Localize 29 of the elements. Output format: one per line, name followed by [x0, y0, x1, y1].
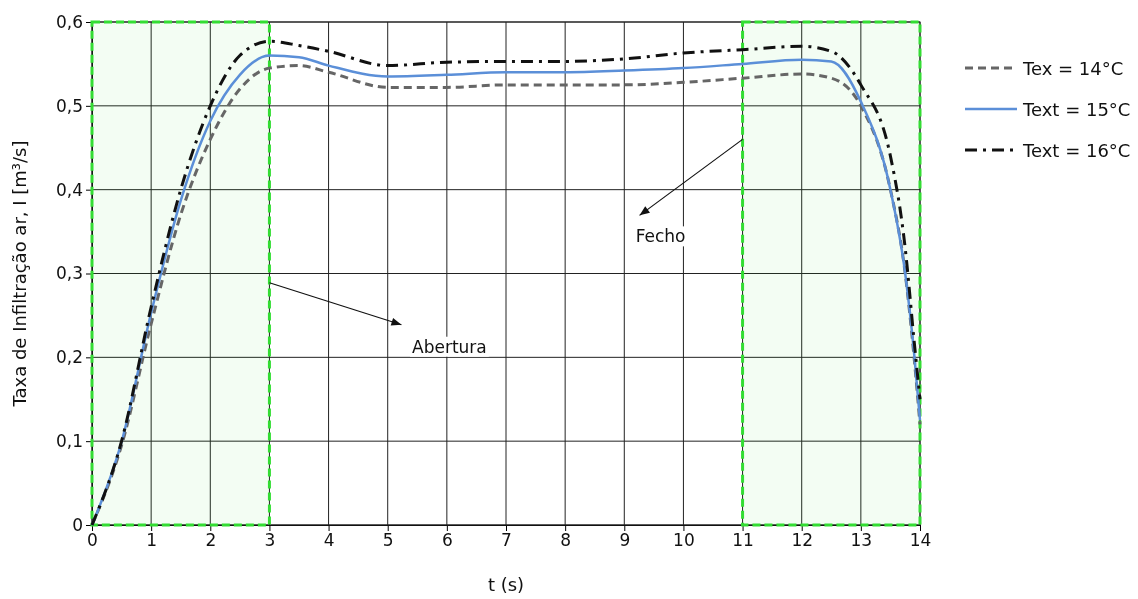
x-tick-label: 14: [909, 530, 932, 551]
y-tick-label: 0,5: [55, 95, 83, 116]
x-tick-label: 13: [850, 530, 873, 551]
x-axis-title: t (s): [487, 574, 525, 595]
x-tick-label: 1: [146, 530, 158, 551]
legend-label: Text = 15°C: [1022, 99, 1131, 120]
annotation: Abertura: [412, 336, 487, 357]
annotation: Fecho: [635, 226, 686, 247]
x-tick-label: 2: [205, 530, 217, 551]
x-tick-label: 6: [441, 530, 453, 551]
y-tick-label: 0,3: [55, 263, 83, 284]
y-tick-label: 0,6: [55, 11, 83, 32]
y-tick-label: 0,4: [55, 179, 83, 200]
y-axis-title: Taxa de Infiltração ar, I [m³/s]: [9, 140, 30, 408]
x-tick-label: 3: [264, 530, 276, 551]
y-tick-label: 0: [72, 514, 83, 535]
y-tick-label: 0,2: [55, 347, 83, 368]
x-tick-label: 11: [732, 530, 754, 551]
x-tick-label: 5: [382, 530, 394, 551]
x-tick-label: 4: [323, 530, 335, 551]
x-tick-label: 8: [560, 530, 572, 551]
legend-label: Tex = 14°C: [1022, 58, 1124, 79]
y-tick-label: 0,1: [55, 431, 83, 452]
x-tick-label: 12: [791, 530, 814, 551]
legend-label: Text = 16°C: [1022, 140, 1131, 161]
x-tick-label: 0: [87, 530, 98, 551]
x-tick-label: 7: [501, 530, 512, 551]
x-tick-label: 9: [619, 530, 631, 551]
x-tick-label: 10: [673, 530, 695, 551]
